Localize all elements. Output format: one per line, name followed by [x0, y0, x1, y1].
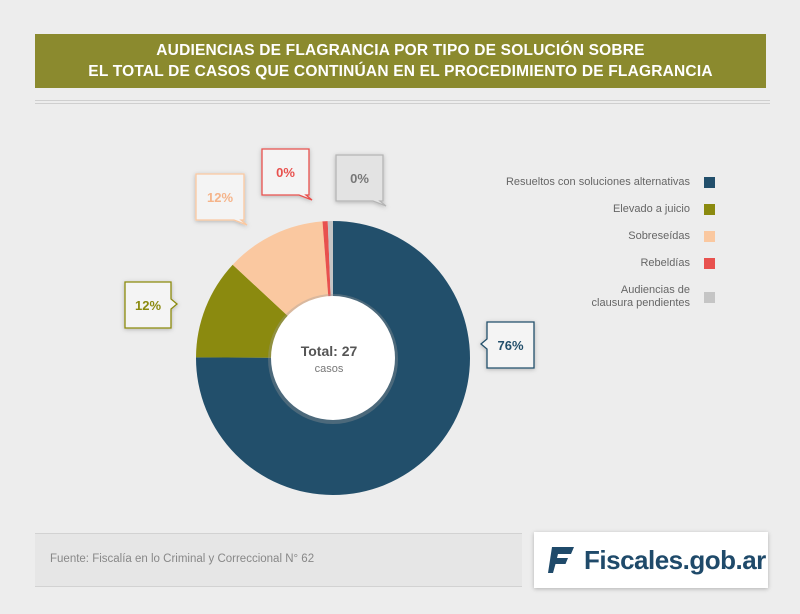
- title-banner: AUDIENCIAS DE FLAGRANCIA POR TIPO DE SOL…: [35, 34, 766, 88]
- legend-item: Audiencias de clausura pendientes: [592, 284, 715, 310]
- legend-label: Elevado a juicio: [612, 203, 690, 215]
- center-total: Total: 27: [301, 343, 358, 359]
- legend-item: Rebeldías: [640, 257, 715, 270]
- legend-label: Resueltos con soluciones alternativas: [505, 176, 690, 188]
- source-text: Fuente: Fiscalía en lo Criminal y Correc…: [50, 553, 315, 565]
- data-label-0: 76%: [479, 321, 535, 369]
- legend-swatch: [704, 291, 715, 303]
- legend-item: Sobreseídas: [628, 230, 715, 243]
- divider: [35, 100, 770, 101]
- legend-label: Audiencias de clausura pendientes: [591, 284, 690, 309]
- legend-label: Rebeldías: [640, 257, 690, 269]
- legend-item: Elevado a juicio: [613, 203, 715, 216]
- data-label-text-0: 76%: [497, 338, 523, 353]
- data-label-3: 0%: [261, 148, 313, 201]
- data-label-text-1: 12%: [135, 298, 161, 313]
- brand-logo[interactable]: Fiscales.gob.ar: [534, 532, 768, 588]
- data-label-text-2: 12%: [207, 190, 233, 205]
- data-label-1: 12%: [124, 281, 179, 329]
- title-line-1: AUDIENCIAS DE FLAGRANCIA POR TIPO DE SOL…: [156, 42, 645, 59]
- legend-swatch: [704, 177, 715, 188]
- center-unit: casos: [315, 363, 344, 375]
- donut-hole: [271, 296, 395, 420]
- data-label-4: 0%: [335, 154, 387, 207]
- legend-swatch: [704, 258, 715, 269]
- data-label-text-4: 0%: [350, 171, 369, 186]
- data-label-2: 12%: [195, 173, 248, 226]
- legend-swatch: [704, 204, 715, 215]
- title-line-2: EL TOTAL DE CASOS QUE CONTINÚAN EN EL PR…: [88, 63, 713, 80]
- legend-item: Resueltos con soluciones alternativas: [506, 176, 715, 189]
- divider: [35, 103, 770, 104]
- logo-text: Fiscales.gob.ar: [584, 544, 766, 575]
- fiscales-logo-icon: [548, 547, 574, 573]
- legend-swatch: [704, 231, 715, 242]
- legend-label: Sobreseídas: [628, 230, 690, 242]
- source-box: Fuente: Fiscalía en lo Criminal y Correc…: [35, 533, 522, 587]
- data-label-text-3: 0%: [276, 165, 295, 180]
